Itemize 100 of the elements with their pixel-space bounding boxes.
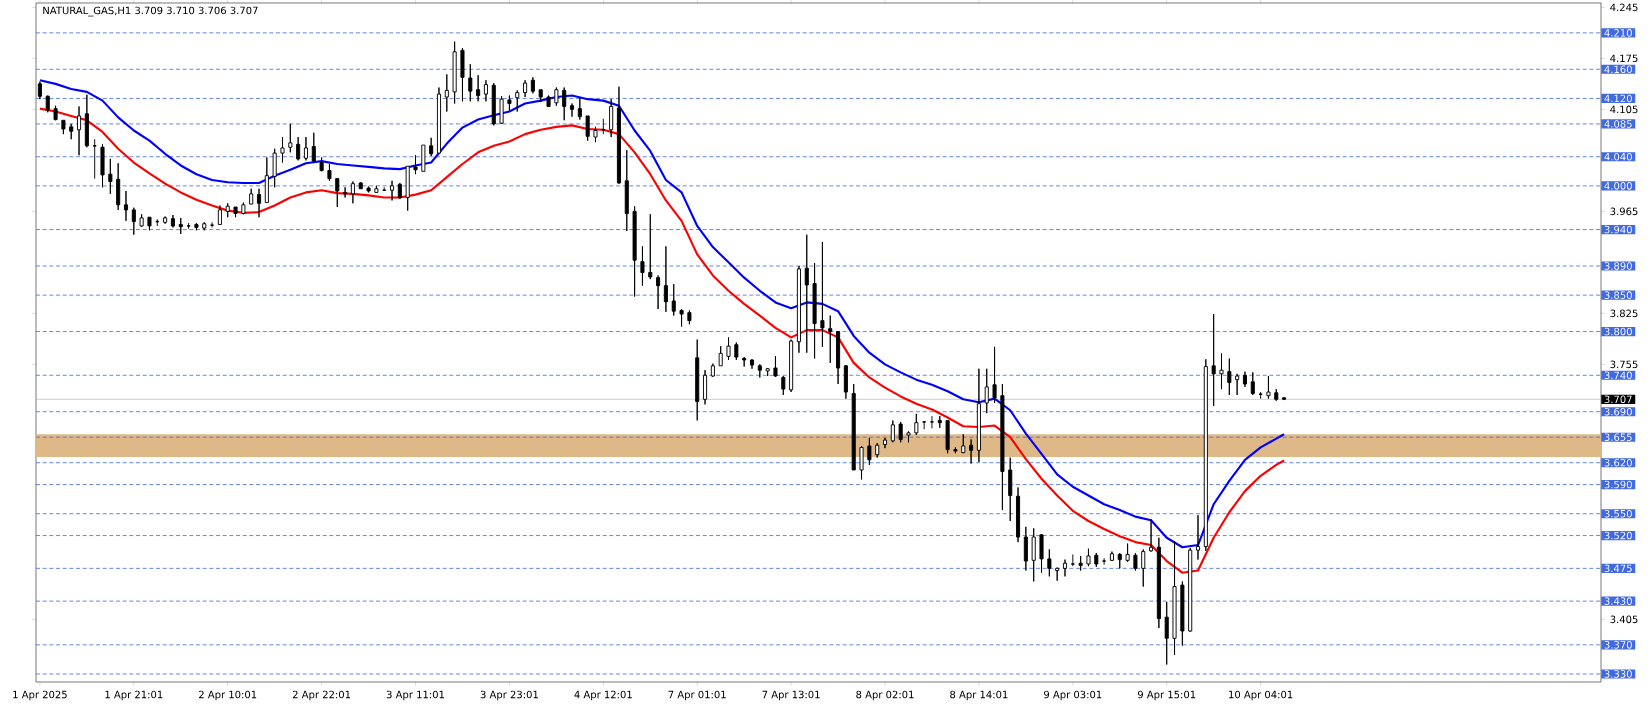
candlestick bbox=[757, 363, 762, 378]
candlestick bbox=[515, 89, 520, 113]
candlestick bbox=[170, 214, 175, 228]
candlestick bbox=[961, 433, 966, 454]
candlestick bbox=[421, 144, 426, 172]
candlestick bbox=[319, 156, 324, 172]
candlestick bbox=[1109, 551, 1114, 562]
ref-line-label: 3.550 bbox=[1604, 509, 1632, 518]
ref-line-label: 4.210 bbox=[1604, 29, 1632, 37]
candlestick bbox=[718, 345, 723, 367]
candlestick bbox=[1172, 540, 1177, 656]
candlestick bbox=[1117, 552, 1122, 569]
candlestick bbox=[546, 95, 551, 107]
candlestick bbox=[898, 421, 903, 443]
candlestick bbox=[460, 47, 465, 102]
candlestick bbox=[452, 41, 457, 105]
ref-line-label: 3.655 bbox=[1604, 433, 1632, 441]
candlestick bbox=[569, 103, 575, 118]
candlestick bbox=[1086, 548, 1091, 567]
x-tick-label: 4 Apr 12:01 bbox=[574, 690, 632, 701]
candlestick bbox=[843, 364, 848, 400]
candlestick bbox=[1141, 548, 1146, 588]
candlestick bbox=[1008, 457, 1013, 522]
ref-line-label: 3.890 bbox=[1604, 262, 1632, 270]
candlestick bbox=[194, 222, 199, 231]
candlestick bbox=[687, 309, 692, 325]
candlestick bbox=[1250, 371, 1255, 396]
candlestick bbox=[217, 205, 222, 225]
ref-line-label: 4.120 bbox=[1604, 94, 1632, 103]
ref-line-label: 4.000 bbox=[1604, 182, 1632, 190]
candlestick bbox=[397, 182, 402, 200]
candlestick bbox=[343, 186, 348, 198]
candlestick bbox=[147, 216, 152, 231]
x-tick-label: 8 Apr 02:01 bbox=[856, 690, 914, 701]
candlestick bbox=[61, 119, 66, 135]
y-tick-label: 3.755 bbox=[1610, 360, 1638, 369]
y-tick-label: 3.405 bbox=[1610, 615, 1638, 624]
candlestick bbox=[209, 221, 215, 228]
candlestick bbox=[695, 339, 700, 421]
candlestick bbox=[867, 437, 872, 466]
candlestick bbox=[264, 156, 269, 204]
candlestick bbox=[828, 315, 833, 364]
candlestick bbox=[1282, 396, 1287, 401]
candlestick bbox=[53, 105, 58, 121]
candlestick bbox=[327, 163, 332, 182]
candlestick bbox=[656, 275, 661, 310]
ref-line-label: 3.370 bbox=[1604, 641, 1632, 649]
ref-line-label: 3.690 bbox=[1604, 407, 1632, 416]
candlestick bbox=[648, 213, 653, 280]
candlestick bbox=[1133, 552, 1138, 571]
candlestick bbox=[671, 283, 676, 317]
candlestick bbox=[1180, 580, 1185, 647]
candlestick bbox=[1188, 547, 1193, 633]
x-tick-label: 2 Apr 10:01 bbox=[199, 690, 257, 701]
candlestick bbox=[468, 63, 473, 102]
candlestick bbox=[413, 154, 418, 175]
candlestick bbox=[577, 97, 582, 121]
candlestick bbox=[444, 73, 449, 113]
candlestick bbox=[1023, 526, 1028, 571]
candlestick bbox=[765, 367, 770, 377]
candlestick bbox=[335, 178, 340, 208]
candlestick bbox=[1000, 383, 1005, 511]
candlestick bbox=[77, 105, 82, 156]
candlestick bbox=[358, 181, 363, 190]
y-tick-label: 3.825 bbox=[1610, 309, 1638, 318]
candlestick bbox=[851, 383, 856, 471]
candlestick bbox=[710, 363, 715, 378]
ref-line-label: 3.330 bbox=[1604, 670, 1632, 678]
candlestick bbox=[1235, 373, 1240, 396]
ref-line-label: 3.740 bbox=[1604, 371, 1632, 380]
candlestick bbox=[1149, 519, 1154, 553]
candlestick bbox=[789, 339, 794, 393]
candlestick bbox=[202, 221, 207, 231]
candlestick bbox=[296, 136, 301, 161]
candlestick bbox=[530, 76, 535, 94]
candlestick bbox=[491, 82, 496, 126]
candlestick bbox=[69, 123, 74, 140]
candlestick bbox=[390, 180, 395, 201]
candlestick bbox=[163, 215, 168, 225]
candlestick bbox=[890, 419, 895, 443]
candlestick bbox=[249, 188, 254, 205]
candlestick bbox=[84, 94, 89, 148]
candlestick bbox=[366, 186, 371, 193]
candlestick bbox=[256, 188, 262, 218]
candlestick bbox=[554, 87, 559, 107]
candlestick bbox=[1211, 313, 1216, 407]
candlestick bbox=[1031, 527, 1036, 582]
candlestick bbox=[499, 95, 504, 125]
candlestick bbox=[1125, 543, 1130, 563]
candlestick bbox=[1101, 557, 1107, 566]
candlestick bbox=[1055, 567, 1060, 582]
candlestick bbox=[820, 241, 825, 348]
ref-line-label: 3.800 bbox=[1604, 327, 1632, 336]
y-tick-label: 4.175 bbox=[1610, 54, 1638, 63]
candlestick bbox=[1094, 552, 1099, 568]
candlestick bbox=[976, 368, 981, 463]
candlestick bbox=[804, 234, 809, 354]
candlestick bbox=[937, 415, 942, 429]
candlestick bbox=[1039, 533, 1044, 574]
x-tick-label: 7 Apr 13:01 bbox=[762, 690, 820, 701]
